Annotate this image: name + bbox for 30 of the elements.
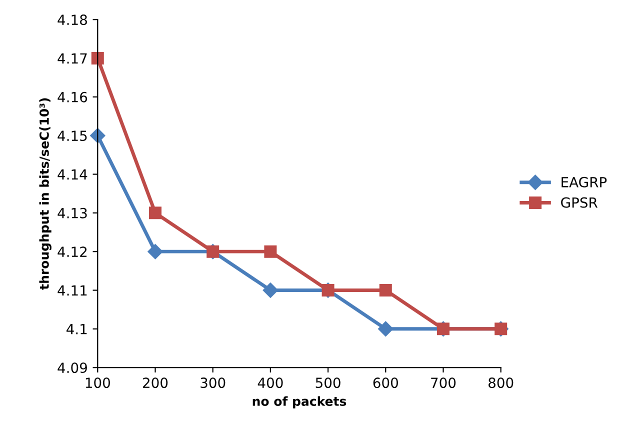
y-tick-label: 4.11 <box>58 285 87 296</box>
x-tick-label: 700 <box>431 378 456 388</box>
legend-label: EAGRP <box>562 176 607 188</box>
point <box>262 282 278 298</box>
point <box>148 244 163 260</box>
x-tick-label: 200 <box>143 378 168 388</box>
y-tick-label: 4.09 <box>58 362 87 374</box>
point <box>90 128 106 144</box>
y-tick-label: 4.18 <box>58 14 87 26</box>
y-tick-label: 4.16 <box>58 92 88 102</box>
point <box>91 52 104 64</box>
x-tick-label: 500 <box>316 378 340 388</box>
point <box>378 321 394 336</box>
y-tick-label: 4.13 <box>58 208 87 218</box>
x-tick-label: 600 <box>373 378 398 388</box>
y-tick-label: 4.1 <box>66 324 87 334</box>
point <box>264 245 277 258</box>
x-tick-label: 100 <box>86 378 110 388</box>
x-axis-title: no of packets <box>252 396 346 408</box>
legend-label: GPSR <box>561 197 598 208</box>
y-tick-label: 4.17 <box>58 53 87 64</box>
point <box>379 284 392 296</box>
y-tick-label: 4.12 <box>58 246 87 257</box>
x-tick-label: 300 <box>200 378 226 388</box>
y-tick-label: 4.14 <box>58 169 88 180</box>
y-tick-label: 4.15 <box>58 130 87 142</box>
point <box>149 206 162 220</box>
y-axis-title: throughput in bits/seC(10³) <box>39 98 52 290</box>
x-tick-label: 400 <box>258 378 283 388</box>
x-tick-label: 800 <box>488 378 514 388</box>
